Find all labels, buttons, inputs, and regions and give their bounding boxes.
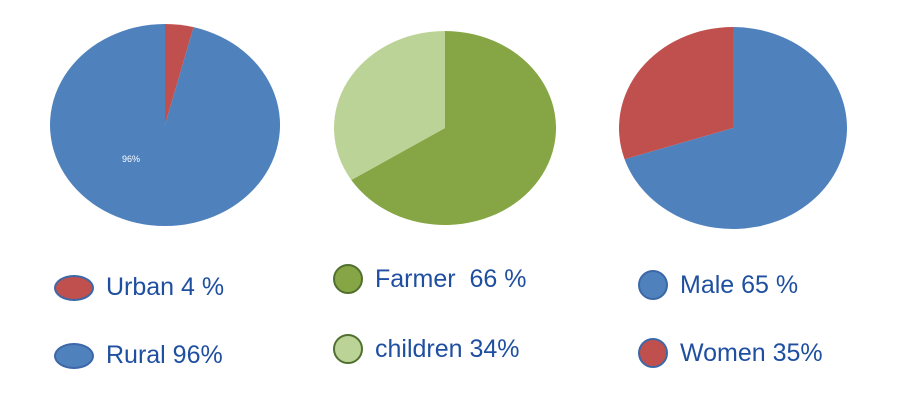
legend-swatch-male [638, 270, 668, 300]
legend-label-women: Women 35% [680, 338, 823, 367]
slice-women [619, 27, 733, 160]
legend-label-male: Male 65 % [680, 270, 799, 299]
legend-item-rural: Rural 96% [54, 341, 223, 370]
legend-item-urban: Urban 4 % [54, 273, 224, 302]
legend-item-farmer: Farmer 66 % [333, 264, 526, 294]
slice-rural [50, 24, 281, 226]
legend-label-farmer: Farmer 66 % [375, 264, 527, 293]
slice-urban [165, 24, 194, 125]
legend-label-urban: Urban 4 % [106, 273, 225, 301]
pie-chart-3 [619, 27, 848, 229]
pie-chart-2 [333, 30, 556, 225]
pie-charts-canvas: 96% [50, 24, 848, 229]
slice-male [624, 27, 848, 229]
legend-label-rural: Rural 96% [106, 341, 223, 369]
pie-chart-1: 96% [50, 24, 281, 226]
legend-item-women: Women 35% [638, 338, 823, 368]
legend-swatch-urban [54, 274, 94, 301]
slice-children [333, 30, 445, 180]
legend-swatch-farmer [333, 264, 363, 294]
legend-swatch-rural [54, 342, 94, 369]
legend-label-children: children 34% [375, 334, 520, 363]
legend-swatch-children [333, 334, 363, 364]
legend-item-male: Male 65 % [638, 270, 798, 300]
slice-rural-data-label: 96% [122, 154, 140, 164]
legend-swatch-women [638, 338, 668, 368]
slice-farmer [351, 31, 556, 225]
legend-item-children: children 34% [333, 334, 520, 364]
